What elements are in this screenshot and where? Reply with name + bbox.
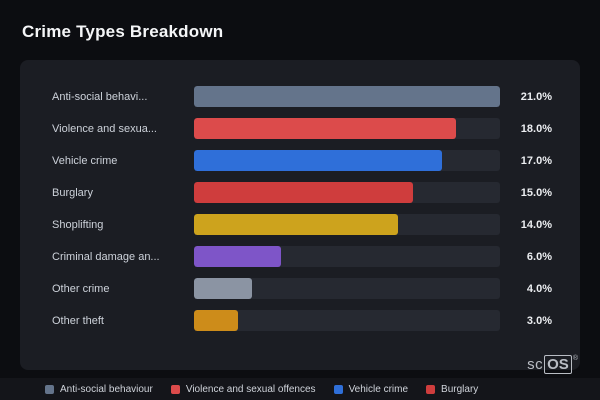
bar[interactable]	[194, 118, 457, 139]
legend-label: Burglary	[441, 383, 479, 395]
logo-prefix: sc	[527, 356, 544, 373]
chart-legend: Anti-social behaviour Violence and sexua…	[0, 378, 600, 400]
bar[interactable]	[194, 246, 282, 267]
bar-track	[194, 310, 500, 331]
legend-swatch-icon	[170, 384, 180, 394]
value-label: 17.0%	[520, 154, 552, 167]
bar-track	[194, 214, 500, 235]
bar-track	[194, 182, 500, 203]
chart-row: Burglary 15.0%	[52, 182, 552, 203]
value-label: 18.0%	[520, 122, 552, 135]
legend-label: Anti-social behaviour	[60, 383, 153, 395]
bar-track	[194, 150, 500, 171]
value-label: 15.0%	[520, 186, 552, 199]
legend-swatch-icon	[333, 384, 343, 394]
category-label: Shoplifting	[52, 218, 104, 231]
bar[interactable]	[194, 310, 238, 331]
chart-row: Other theft 3.0%	[52, 310, 552, 331]
registered-mark: ®	[572, 355, 578, 362]
page-title: Crime Types Breakdown	[22, 22, 224, 41]
bar[interactable]	[194, 86, 500, 107]
legend-item[interactable]: Vehicle crime	[333, 383, 409, 395]
chart-row: Violence and sexua... 18.0%	[52, 118, 552, 139]
bar[interactable]	[194, 150, 442, 171]
scos-logo: sc OS ®	[527, 355, 578, 374]
legend-swatch-icon	[426, 384, 436, 394]
bar[interactable]	[194, 214, 398, 235]
legend-label: Vehicle crime	[348, 383, 409, 395]
value-label: 3.0%	[526, 314, 552, 327]
category-label: Criminal damage an...	[52, 250, 160, 263]
category-label: Burglary	[52, 186, 93, 199]
legend-item[interactable]: Burglary	[426, 384, 478, 395]
value-label: 21.0%	[520, 90, 552, 103]
chart-row: Other crime 4.0%	[52, 278, 552, 299]
chart-rows: Anti-social behavi... 21.0% Violence and…	[52, 86, 552, 331]
bar-track	[194, 118, 500, 139]
value-label: 4.0%	[526, 282, 552, 295]
crime-breakdown-chart: Anti-social behavi... 21.0% Violence and…	[20, 60, 580, 370]
chart-row: Anti-social behavi... 21.0%	[52, 86, 552, 107]
value-label: 6.0%	[526, 250, 552, 263]
legend-item[interactable]: Anti-social behaviour	[45, 384, 153, 395]
chart-row: Shoplifting 14.0%	[52, 214, 552, 235]
legend-swatch-icon	[45, 384, 54, 394]
bar-track	[194, 86, 500, 107]
category-label: Anti-social behavi...	[52, 90, 148, 103]
bar[interactable]	[194, 182, 413, 203]
category-label: Vehicle crime	[52, 154, 118, 167]
bar-track	[194, 278, 500, 299]
category-label: Violence and sexua...	[52, 122, 157, 135]
bar-track	[194, 246, 500, 267]
chart-row: Vehicle crime 17.0%	[52, 150, 552, 171]
legend-item[interactable]: Violence and sexual offences	[170, 383, 316, 395]
chart-row: Criminal damage an... 6.0%	[52, 246, 552, 267]
legend-label: Violence and sexual offences	[185, 383, 316, 395]
category-label: Other theft	[52, 314, 104, 327]
value-label: 14.0%	[520, 218, 552, 231]
bar[interactable]	[194, 278, 253, 299]
category-label: Other crime	[52, 282, 110, 295]
logo-box: OS	[544, 355, 572, 374]
